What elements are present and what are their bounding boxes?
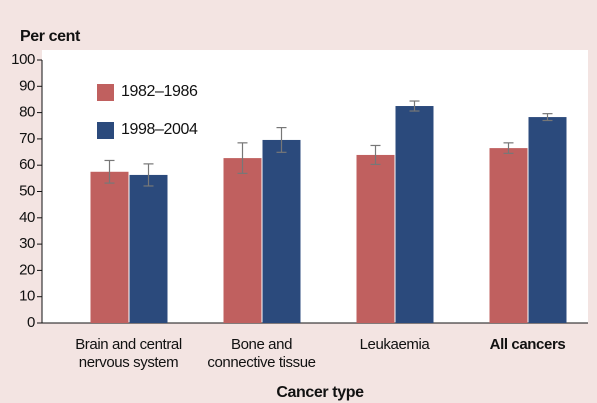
y-axis-label: Per cent — [20, 28, 81, 45]
bar — [395, 106, 434, 324]
error-bar — [143, 163, 154, 187]
y-tick-label: 60 — [19, 156, 35, 173]
x-tick-label: Leukaemia — [360, 336, 431, 353]
bar — [528, 117, 567, 323]
y-tick-label: 40 — [19, 209, 35, 226]
y-tick-label: 10 — [19, 288, 35, 305]
error-bar — [370, 144, 381, 166]
y-tick-label: 20 — [19, 261, 35, 278]
bar — [129, 174, 168, 323]
y-tick-label: 90 — [19, 77, 35, 94]
bar — [223, 158, 262, 323]
error-bar — [276, 126, 287, 153]
legend-label: 1982–1986 — [121, 83, 198, 100]
x-tick-label: All cancers — [490, 336, 566, 353]
y-tick-label: 50 — [19, 182, 35, 199]
bar — [262, 139, 301, 323]
x-tick-label: Bone and connective tissue — [207, 336, 315, 371]
error-bar — [409, 100, 420, 112]
y-tick-label: 30 — [19, 235, 35, 252]
y-tick-label: 70 — [19, 130, 35, 147]
bar — [356, 154, 395, 323]
x-tick-label: Brain and central nervous system — [75, 336, 182, 371]
x-axis-label: Cancer type — [276, 384, 364, 401]
legend-swatch — [97, 122, 114, 139]
bar — [90, 171, 129, 323]
error-bar — [503, 142, 514, 154]
y-tick-label: 80 — [19, 104, 35, 121]
bar — [489, 148, 528, 323]
y-tick-label: 100 — [11, 51, 35, 68]
error-bar — [542, 113, 553, 122]
error-bar — [237, 142, 248, 174]
error-bar — [104, 159, 115, 184]
y-tick-label: 0 — [27, 314, 35, 331]
legend-swatch — [97, 84, 114, 101]
legend-label: 1998–2004 — [121, 121, 198, 138]
